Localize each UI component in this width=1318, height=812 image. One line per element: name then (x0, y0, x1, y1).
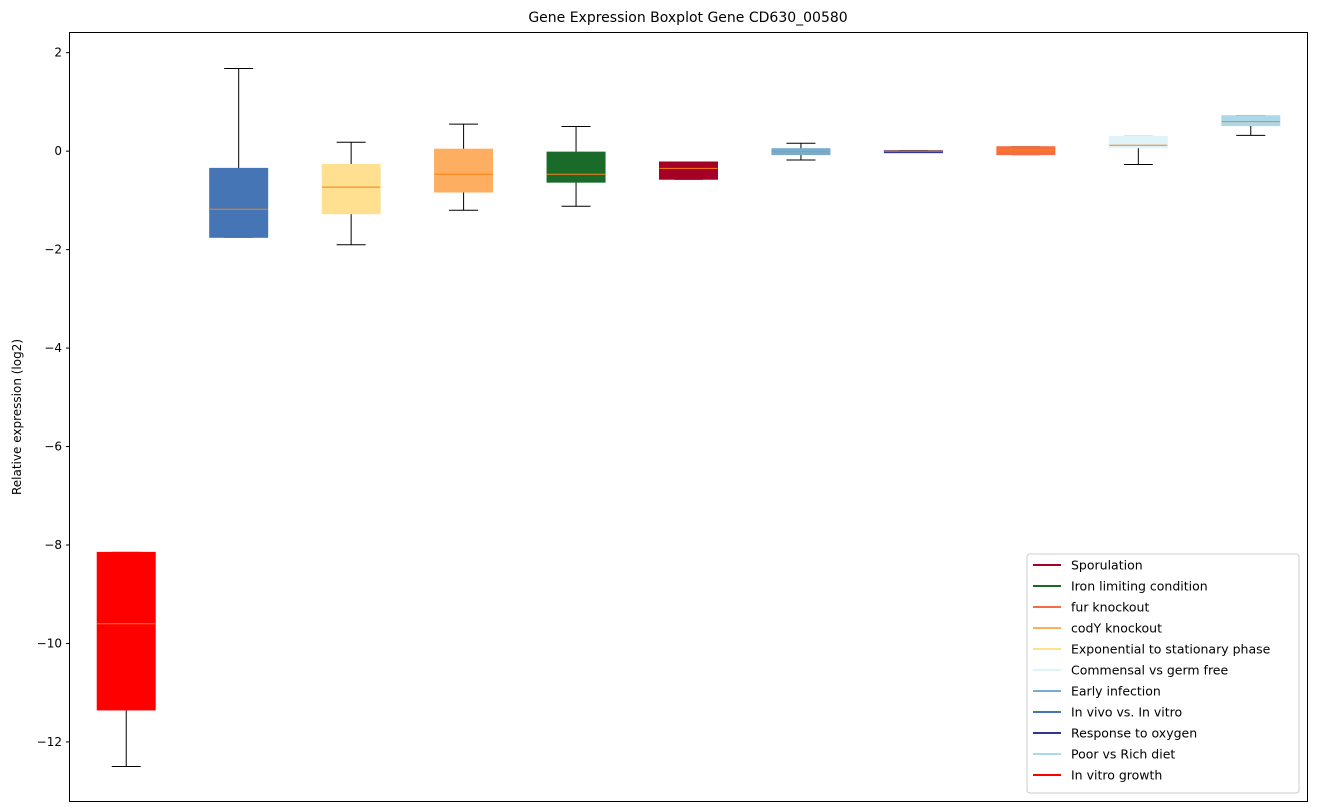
box-iqr (1108, 135, 1168, 149)
legend-label: codY knockout (1071, 621, 1162, 636)
y-tick-label: −2 (44, 243, 62, 257)
box-3 (321, 141, 381, 246)
legend-label: Poor vs Rich diet (1071, 747, 1175, 762)
box-11 (1221, 115, 1281, 136)
box-iqr (321, 163, 381, 215)
box-iqr (209, 167, 269, 238)
y-axis-label: Relative expression (log2) (10, 339, 24, 495)
y-tick-label: −12 (37, 735, 62, 749)
legend: Sporulation Iron limiting condition fur kn… (1026, 553, 1300, 794)
legend-label: Early infection (1071, 684, 1161, 699)
box-9 (996, 146, 1056, 156)
legend-label: Sporulation (1071, 558, 1143, 573)
box-1 (96, 551, 156, 768)
plot-frame (69, 32, 1308, 802)
y-tick-label: −8 (44, 538, 62, 552)
chart-title: Gene Expression Boxplot Gene CD630_00580 (528, 10, 847, 26)
box-iqr (546, 151, 606, 183)
legend-label: Iron limiting condition (1071, 579, 1208, 594)
box-2 (209, 67, 269, 238)
box-iqr (434, 148, 494, 193)
y-tick-label: −10 (37, 636, 62, 650)
y-tick-label: −4 (44, 341, 62, 355)
box-7 (771, 142, 831, 161)
box-10 (1108, 135, 1168, 165)
box-iqr (96, 551, 156, 711)
box-6 (659, 161, 718, 180)
plot-area (96, 67, 1281, 768)
legend-label: In vivo vs. In vitro (1071, 705, 1182, 720)
legend-label: Exponential to stationary phase (1071, 642, 1271, 657)
y-axis: 2 0 −2 −4 −6 −8 −10 −12 (37, 46, 70, 749)
legend-label: fur knockout (1071, 600, 1149, 615)
box-8 (883, 150, 943, 154)
legend-frame (1026, 553, 1300, 794)
box-iqr (1221, 115, 1281, 127)
y-tick-label: −6 (44, 440, 62, 454)
box-4 (434, 123, 494, 211)
y-tick-label: 0 (54, 144, 62, 158)
box-iqr (659, 161, 718, 180)
y-tick-label: 2 (54, 46, 62, 60)
legend-label: Commensal vs germ free (1071, 663, 1228, 678)
legend-label: Response to oxygen (1071, 726, 1197, 741)
box-5 (546, 126, 606, 207)
legend-label: In vitro growth (1071, 768, 1162, 783)
